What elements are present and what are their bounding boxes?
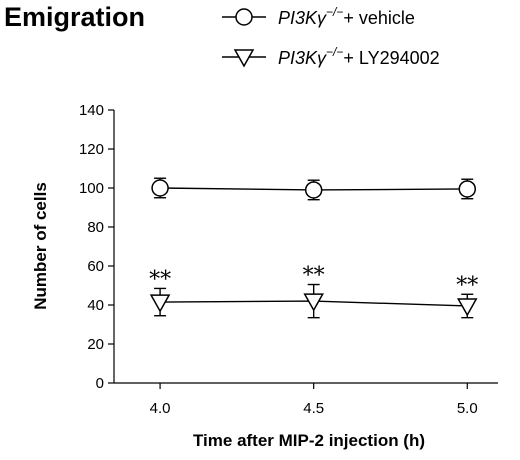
series-0-point-1 xyxy=(304,181,323,199)
series-1: ** ** ** xyxy=(149,264,478,319)
legend-prefix-vehicle: PI3Kγ xyxy=(278,8,327,28)
legend-sup-ly294002: −/− xyxy=(326,45,343,59)
legend-prefix-ly294002: PI3Kγ xyxy=(278,48,327,68)
x-axis-label: Time after MIP-2 injection (h) xyxy=(193,431,425,450)
y-ticks: 0 20 40 60 80 100 120 140 xyxy=(79,102,114,392)
legend-marker-triangle xyxy=(233,49,255,68)
series-1-annotation-2: ** xyxy=(456,273,478,298)
legend-suffix-vehicle: + vehicle xyxy=(343,8,415,28)
x-tick-label-1: 4.5 xyxy=(303,400,324,417)
x-ticks: 4.0 4.5 5.0 xyxy=(150,383,478,417)
series-1-annotation-0: ** xyxy=(149,267,171,292)
series-0-point-2 xyxy=(458,180,477,198)
y-tick-label-4: 80 xyxy=(87,219,104,236)
series-1-point-2 xyxy=(456,298,478,317)
legend-entry-vehicle: PI3Kγ−/−+ vehicle xyxy=(222,5,415,28)
series-layer: ** ** ** xyxy=(149,177,478,319)
series-1-point-1 xyxy=(303,293,324,312)
x-tick-label-0: 4.0 xyxy=(150,400,171,417)
legend: PI3Kγ−/−+ vehicle PI3Kγ−/−+ LY294002 xyxy=(222,5,440,68)
y-tick-label-5: 100 xyxy=(79,180,104,197)
y-tick-label-3: 60 xyxy=(87,258,104,275)
y-tick-label-0: 0 xyxy=(96,375,104,392)
series-1-annotation-1: ** xyxy=(303,264,325,289)
legend-label-vehicle: PI3Kγ−/−+ vehicle xyxy=(278,5,415,28)
chart-title: Emigration xyxy=(4,2,145,32)
y-tick-label-2: 40 xyxy=(87,297,104,314)
series-0 xyxy=(151,177,477,201)
legend-sup-vehicle: −/− xyxy=(326,5,343,19)
legend-suffix-ly294002: + LY294002 xyxy=(343,48,439,68)
y-tick-label-7: 140 xyxy=(79,102,104,119)
legend-marker-circle xyxy=(235,8,253,26)
y-axis-label: Number of cells xyxy=(31,182,50,310)
series-0-point-0 xyxy=(151,179,169,197)
x-tick-label-2: 5.0 xyxy=(457,400,478,417)
y-tick-label-6: 120 xyxy=(79,141,104,158)
series-1-point-0 xyxy=(149,294,171,313)
y-tick-label-1: 20 xyxy=(87,336,104,353)
legend-entry-ly294002: PI3Kγ−/−+ LY294002 xyxy=(222,45,440,68)
legend-label-ly294002: PI3Kγ−/−+ LY294002 xyxy=(278,45,440,68)
